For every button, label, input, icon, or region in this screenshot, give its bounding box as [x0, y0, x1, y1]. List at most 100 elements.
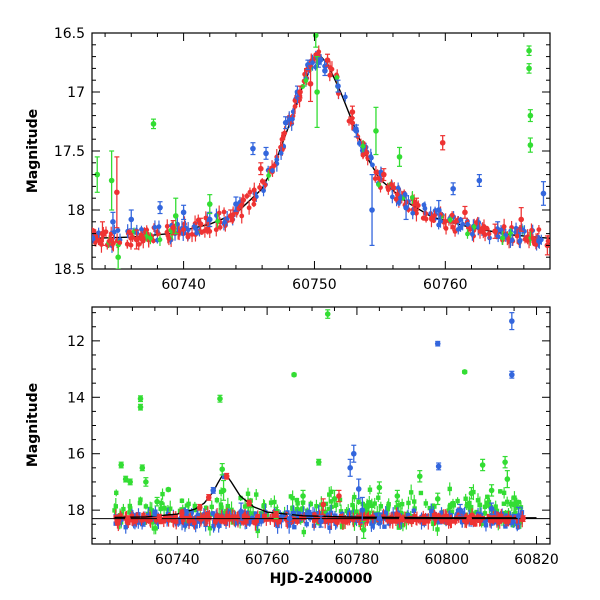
top-data-point	[133, 236, 140, 243]
bottom-dense-point	[443, 514, 448, 520]
bottom-dense-point	[470, 514, 476, 519]
top-dense-point	[259, 178, 265, 184]
top-dense-point	[139, 227, 144, 232]
top-dense-point	[342, 94, 348, 100]
bottom-dense-point	[483, 523, 489, 528]
top-dense-point	[290, 109, 296, 115]
top-dense-point	[484, 225, 490, 231]
bottom-data-point	[416, 473, 423, 480]
bottom-dense-point	[323, 501, 329, 507]
bottom-dense-point	[373, 512, 378, 517]
bottom-dense-point	[352, 494, 357, 500]
top-dense-point	[536, 227, 542, 232]
bottom-data-point	[143, 479, 149, 485]
bottom-dense-point	[182, 523, 188, 528]
top-dense-point	[194, 230, 200, 236]
top-dense-point	[152, 224, 158, 230]
top-dense-point	[292, 104, 298, 109]
top-dense-point	[460, 221, 466, 227]
bottom-dense-point	[412, 506, 417, 511]
top-dense-point	[373, 169, 379, 175]
bottom-dense-point	[423, 501, 429, 506]
top-dense-point	[391, 185, 397, 191]
top-dense-point	[334, 75, 340, 81]
bottom-dense-point	[307, 515, 313, 521]
bottom-dense-point	[326, 506, 332, 512]
bottom-dense-point	[136, 512, 141, 517]
bottom-dense-point	[412, 499, 417, 504]
bottom-dense-point	[300, 500, 306, 505]
bottom-dense-point	[245, 491, 251, 496]
top-data-point	[305, 62, 311, 68]
bottom-dense-point	[516, 500, 521, 505]
bottom-data-point	[137, 404, 144, 410]
bottom-dense-point	[227, 517, 232, 522]
top-data-point	[115, 254, 121, 260]
bottom-dense-point	[337, 497, 343, 503]
bottom-dense-point	[222, 520, 227, 525]
bottom-dense-point	[282, 513, 287, 518]
bottom-dense-point	[455, 498, 460, 504]
bottom-data-point	[137, 395, 144, 402]
top-dense-point	[389, 182, 394, 187]
bottom-dense-point	[244, 518, 249, 523]
top-dense-point	[217, 224, 223, 230]
bottom-dense-point	[255, 528, 260, 534]
bottom-dense-point	[503, 510, 508, 516]
bottom-dense-point	[304, 521, 309, 527]
bottom-data-point	[488, 487, 495, 494]
bottom-dense-point	[333, 502, 339, 508]
bottom-dense-point	[412, 514, 417, 519]
top-data-point	[462, 209, 468, 216]
top-dense-point	[500, 235, 506, 241]
top-data-point	[527, 142, 534, 148]
bottom-dense-point	[167, 515, 172, 520]
top-dense-point	[189, 231, 195, 237]
bottom-dense-layer	[112, 482, 526, 539]
bottom-dense-point	[224, 513, 230, 519]
bottom-dense-point	[268, 517, 273, 522]
bottom-dense-point	[462, 518, 468, 524]
bottom-dense-point	[207, 526, 213, 531]
bottom-dense-point	[261, 503, 267, 508]
bottom-data-point	[479, 462, 486, 468]
bottom-data-point	[320, 501, 327, 508]
bottom-dense-point	[198, 517, 204, 522]
top-dense-point	[140, 235, 146, 241]
bottom-data-point	[118, 462, 124, 468]
bottom-dense-point	[395, 517, 401, 522]
top-dense-point	[202, 228, 208, 234]
top-data-point	[450, 185, 456, 192]
bottom-dense-point	[427, 505, 432, 511]
bottom-dense-point	[395, 514, 400, 519]
bottom-dense-point	[262, 513, 267, 519]
bottom-dense-point	[394, 505, 399, 510]
bottom-dense-point	[229, 507, 234, 513]
bottom-dense-point	[385, 518, 390, 523]
bottom-dense-point	[189, 510, 194, 515]
bottom-dense-point	[218, 502, 224, 507]
bottom-y-tick-label: 14	[67, 390, 85, 406]
bottom-dense-point	[152, 515, 158, 520]
top-dense-point	[221, 209, 227, 215]
bottom-dense-point	[372, 501, 377, 506]
bottom-dense-point	[469, 520, 475, 526]
bottom-data-point	[350, 450, 357, 457]
bottom-dense-point	[163, 515, 168, 520]
bottom-dense-point	[116, 520, 121, 525]
bottom-dense-point	[432, 504, 437, 509]
top-dense-point	[247, 189, 253, 195]
bottom-dense-point	[477, 502, 483, 508]
bottom-dense-point	[316, 510, 321, 516]
bottom-dense-point	[225, 503, 231, 509]
bottom-data-point	[127, 479, 133, 485]
bottom-dense-point	[327, 492, 332, 497]
bottom-dense-point	[501, 518, 506, 523]
bottom-dense-point	[177, 517, 182, 522]
bottom-data-point	[219, 466, 226, 473]
bottom-data-point	[291, 371, 297, 378]
top-y-tick-label: 18	[67, 203, 85, 219]
bottom-dense-point	[299, 515, 304, 520]
bottom-dense-point	[493, 511, 498, 516]
